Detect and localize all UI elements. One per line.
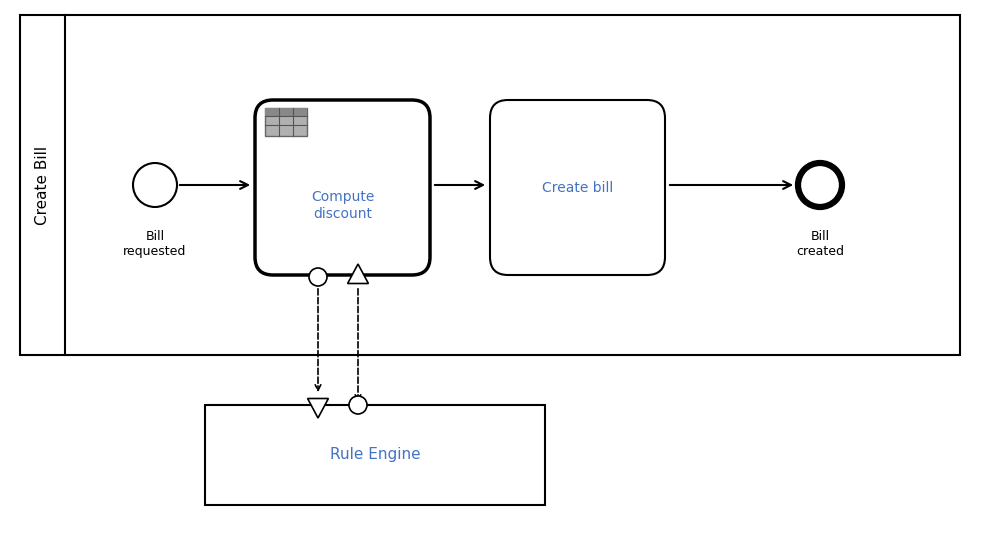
Text: Compute
discount: Compute discount xyxy=(311,190,374,221)
Circle shape xyxy=(349,396,367,414)
Text: Create Bill: Create Bill xyxy=(35,146,50,224)
Bar xyxy=(265,108,307,136)
Bar xyxy=(20,15,960,355)
Text: Bill
created: Bill created xyxy=(796,230,844,258)
Circle shape xyxy=(133,163,177,207)
FancyBboxPatch shape xyxy=(255,100,430,275)
Polygon shape xyxy=(347,264,369,284)
Text: Rule Engine: Rule Engine xyxy=(330,448,420,463)
Text: Create bill: Create bill xyxy=(542,181,613,195)
Text: Bill
requested: Bill requested xyxy=(124,230,186,258)
FancyBboxPatch shape xyxy=(490,100,665,275)
Bar xyxy=(205,405,545,505)
Circle shape xyxy=(309,268,327,286)
Bar xyxy=(265,108,307,116)
Circle shape xyxy=(798,163,842,207)
Polygon shape xyxy=(308,399,329,418)
